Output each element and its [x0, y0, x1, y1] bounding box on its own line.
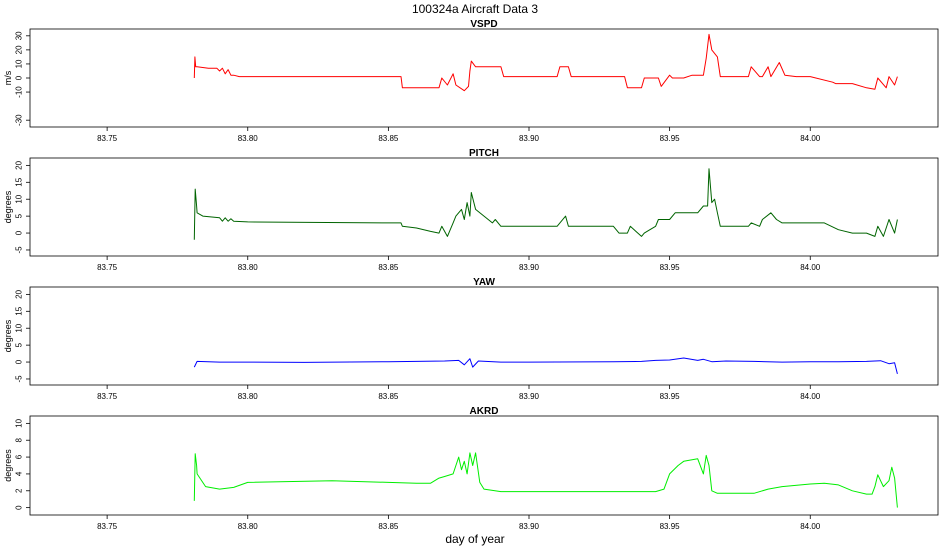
y-tick-label: 10: [15, 418, 24, 427]
panel-title: VSPD: [470, 19, 497, 30]
y-axis-label: degrees: [3, 319, 13, 352]
y-tick-label: 6: [15, 454, 24, 459]
x-tick-label: 83.85: [378, 522, 399, 531]
y-tick-label: 2: [15, 488, 24, 493]
y-tick-label: 20: [15, 289, 24, 298]
x-tick-label: 84.00: [800, 134, 821, 143]
x-tick-label: 84.00: [800, 263, 821, 272]
series-line-akrd: [193, 452, 898, 508]
y-tick-label: 20: [15, 160, 24, 169]
y-tick-label: -5: [15, 246, 24, 254]
y-axis-label: degrees: [3, 190, 13, 223]
panel-title: AKRD: [470, 406, 499, 417]
plot-frame: [29, 157, 939, 257]
y-axis-label: m/s: [3, 70, 13, 85]
y-tick-label: 8: [15, 437, 24, 442]
y-tick-label: -30: [15, 114, 24, 126]
y-tick-label: 5: [15, 213, 24, 218]
panel-akrd: AKRD 83.75 83.80 83.85 83.90 83.95 84.00 0 2 4 6 8 1…: [3, 406, 939, 531]
x-tick-label: 84.00: [800, 392, 821, 401]
x-tick-label: 83.85: [378, 392, 399, 401]
series-line-vspd: [193, 33, 898, 92]
x-tick-label: 83.90: [519, 134, 540, 143]
y-tick-label: 0: [15, 505, 24, 510]
x-tick-label: 83.90: [519, 522, 540, 531]
y-axis-label: degrees: [3, 449, 13, 482]
y-tick-label: -10: [15, 86, 24, 98]
panel-vspd: VSPD 83.75 83.80 83.85 83.90 83.95 84.00 -30 -10…: [3, 19, 939, 143]
x-tick-label: 83.80: [238, 392, 259, 401]
y-tick-label: 15: [15, 306, 24, 315]
figure-title: 100324a Aircraft Data 3: [412, 2, 538, 16]
y-tick-label: 10: [15, 194, 24, 203]
plot-frame: [29, 286, 939, 386]
x-tick-label: 83.95: [660, 392, 681, 401]
plot-frame: [29, 28, 939, 128]
y-tick-label: 10: [15, 323, 24, 332]
panel-title: PITCH: [469, 148, 499, 159]
y-tick-label: 0: [15, 359, 24, 364]
x-tick-label: 83.95: [660, 522, 681, 531]
x-tick-label: 83.75: [97, 263, 118, 272]
x-tick-label: 83.75: [97, 522, 118, 531]
plot-frame: [29, 415, 939, 516]
x-tick-label: 83.85: [378, 134, 399, 143]
x-tick-label: 84.00: [800, 522, 821, 531]
y-tick-label: 20: [15, 45, 24, 54]
panel-pitch: PITCH 83.75 83.80 83.85 83.90 83.95 84.00 -5 0 5 1…: [3, 148, 939, 272]
x-tick-label: 83.80: [238, 263, 259, 272]
y-tick-label: 30: [15, 31, 24, 40]
x-tick-label: 83.80: [238, 522, 259, 531]
x-tick-label: 83.80: [238, 134, 259, 143]
y-tick-label: 5: [15, 342, 24, 347]
x-tick-label: 83.90: [519, 392, 540, 401]
series-line-pitch: [193, 168, 898, 240]
y-tick-label: 0: [15, 230, 24, 235]
x-axis-label: day of year: [445, 532, 504, 546]
y-tick-label: -5: [15, 375, 24, 383]
x-tick-label: 83.75: [97, 392, 118, 401]
panel-title: YAW: [473, 277, 495, 288]
x-tick-label: 83.95: [660, 263, 681, 272]
x-tick-label: 83.95: [660, 134, 681, 143]
y-tick-label: 4: [15, 471, 24, 476]
x-tick-label: 83.85: [378, 263, 399, 272]
x-tick-label: 83.90: [519, 263, 540, 272]
y-tick-label: 10: [15, 59, 24, 68]
y-tick-label: 0: [15, 75, 24, 80]
series-line-yaw: [193, 357, 898, 375]
y-tick-label: 15: [15, 177, 24, 186]
panel-yaw: YAW 83.75 83.80 83.85 83.90 83.95 84.00 -5 0 5 10 1…: [3, 277, 939, 401]
x-tick-label: 83.75: [97, 134, 118, 143]
chart-panels: VSPD 83.75 83.80 83.85 83.90 83.95 84.00 -30 -10…: [3, 19, 939, 531]
